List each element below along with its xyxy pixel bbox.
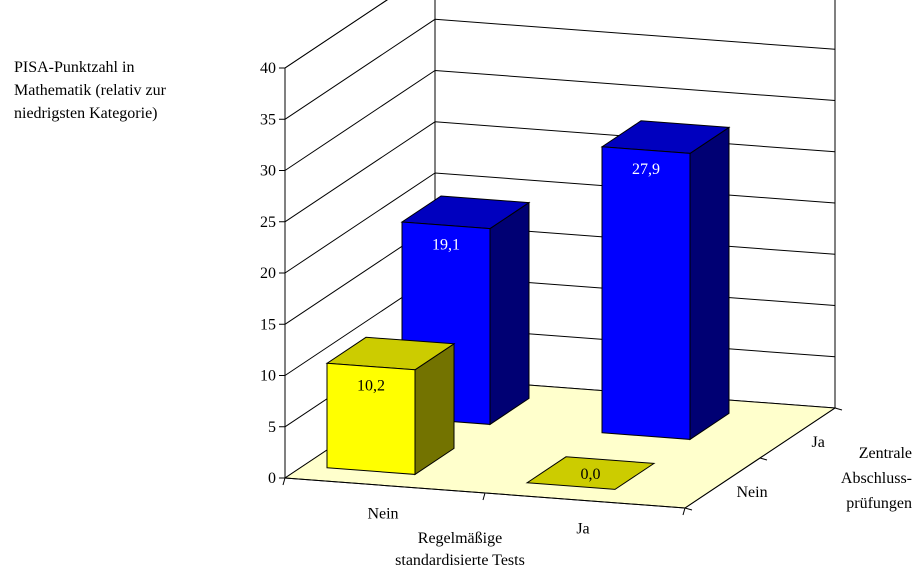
y-tick-label: 40 bbox=[260, 60, 276, 77]
gridline bbox=[284, 0, 388, 69]
y-tick-label: 15 bbox=[260, 316, 276, 333]
depth-axis-title: Zentrale Abschluss- prüfungen bbox=[841, 441, 912, 516]
labels: 19,1 27,9 10,2 0,0 bbox=[357, 161, 660, 483]
bars bbox=[325, 120, 731, 490]
x-category-label: Nein bbox=[367, 506, 398, 523]
y-axis-title-line-3: niedrigsten Kategorie) bbox=[14, 105, 158, 122]
depth-axis-title-line-3: prüfungen bbox=[846, 495, 912, 512]
y-axis-title-line-1: PISA-Punktzahl in bbox=[14, 59, 135, 76]
depth-tick-mark bbox=[759, 457, 768, 461]
y-axis-title: PISA-Punktzahl in Mathematik (relativ zu… bbox=[14, 56, 166, 125]
y-tick-label: 30 bbox=[260, 163, 276, 180]
bar-flat-top bbox=[525, 456, 656, 490]
y-tick-label: 35 bbox=[260, 111, 276, 128]
depth-tick-mark bbox=[684, 507, 693, 511]
bar bbox=[525, 456, 656, 490]
bar-value-label: 27,9 bbox=[632, 161, 660, 178]
bar-side-face bbox=[689, 126, 730, 441]
gridline bbox=[284, 18, 836, 120]
x-axis-title-line-2: standardisierte Tests bbox=[395, 552, 525, 569]
depth-axis-title-line-2: Abschluss- bbox=[840, 470, 912, 487]
bar-front-face bbox=[601, 146, 691, 440]
bar-value-label: 10,2 bbox=[357, 378, 385, 395]
y-tick-label: 0 bbox=[268, 470, 276, 487]
bar bbox=[325, 336, 456, 476]
x-axis-title-line-1: Regelmäßige bbox=[417, 530, 503, 547]
x-tick-mark bbox=[282, 477, 286, 486]
bar bbox=[600, 120, 731, 441]
x-axis-title: Regelmäßige standardisierte Tests bbox=[360, 528, 560, 572]
x-tick-mark bbox=[482, 492, 486, 501]
depth-category-label: Ja bbox=[812, 434, 825, 451]
x-category-label: Ja bbox=[576, 521, 589, 538]
y-tick-label: 5 bbox=[268, 419, 276, 436]
gridline bbox=[284, 69, 836, 171]
y-tick-label: 25 bbox=[260, 214, 276, 231]
depth-axis-title-line-1: Zentrale bbox=[858, 445, 912, 462]
bar-value-label: 19,1 bbox=[432, 236, 460, 253]
bar-front-face bbox=[326, 362, 416, 475]
y-tick-label: 10 bbox=[260, 368, 276, 385]
x-tick-mark bbox=[682, 507, 686, 516]
y-tick-label: 20 bbox=[260, 265, 276, 282]
depth-tick-mark bbox=[834, 407, 843, 411]
bar-value-label: 0,0 bbox=[581, 466, 601, 483]
axes: 0 5 10 15 20 25 30 35 40 Nein Ja Nein Ja bbox=[260, 60, 843, 538]
bar-side-face bbox=[489, 201, 530, 426]
y-axis-title-line-2: Mathematik (relativ zur bbox=[14, 82, 166, 99]
depth-category-label: Nein bbox=[737, 484, 768, 501]
